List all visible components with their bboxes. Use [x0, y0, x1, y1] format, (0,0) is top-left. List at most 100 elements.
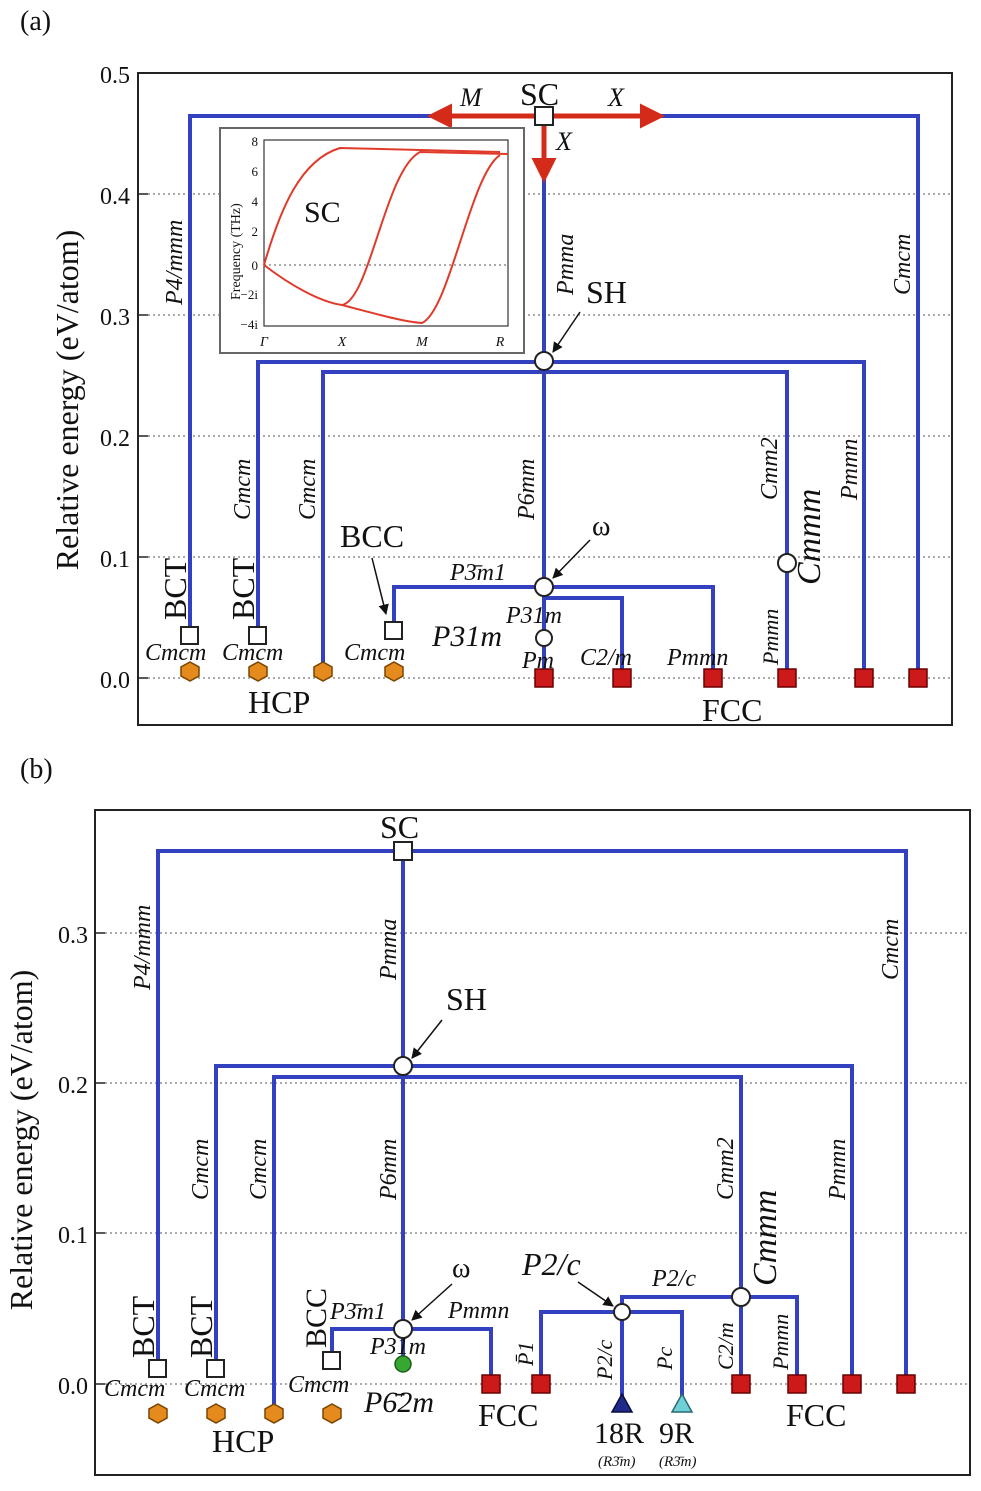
arrow-label-m: M [459, 83, 483, 112]
cmcm-label: Cmcm [145, 640, 206, 666]
path-label: Cmm2 [713, 1137, 739, 1200]
y-tick-label: 0.1 [58, 1223, 88, 1249]
p3m1-label: P3̄m1 [329, 1299, 386, 1325]
p2c-big-label: P2/c [521, 1246, 581, 1282]
vertical-labels-a: P4/mmm Cmcm Cmcm Pmma P6mm Cmm2 Pmmn Pmm… [162, 220, 916, 666]
path-label: Cmcm [246, 1139, 272, 1200]
pmmn-label: Pmmn [447, 1298, 509, 1324]
hcp-marker [322, 1403, 342, 1424]
y-tick-label: 0.1 [100, 547, 130, 573]
panel-a-label: (a) [20, 6, 51, 37]
bct-marker [148, 1359, 167, 1378]
path-label: Pmmn [758, 609, 783, 666]
fcc-marker [534, 668, 554, 688]
pm-label: Pm [521, 648, 554, 674]
path-label: Pmma [376, 919, 402, 981]
bct-marker [248, 626, 267, 645]
sh-label: SH [586, 274, 627, 310]
y-tick-label: 0.5 [100, 63, 130, 89]
inset-y-tick: 0 [252, 258, 259, 273]
fcc-marker [854, 668, 874, 688]
r18-marker [610, 1392, 634, 1413]
hcp-marker [148, 1403, 168, 1424]
hcp-marker [264, 1403, 284, 1424]
cmmm-marker [731, 1287, 751, 1307]
r18-label: 18R [594, 1417, 644, 1450]
bct-label: BCT [183, 1295, 219, 1358]
inset-x-tick: M [415, 335, 429, 350]
bcc-marker [384, 621, 403, 640]
fcc-label: FCC [702, 692, 762, 728]
fcc-marker [703, 668, 723, 688]
sh-label: SH [446, 981, 487, 1017]
r9-label: 9R [659, 1417, 694, 1450]
inset-y-tick: 8 [252, 134, 259, 149]
fcc-marker [896, 1374, 916, 1394]
fcc-marker [842, 1374, 862, 1394]
omega-marker [393, 1319, 413, 1339]
p1-label: P̄1 [513, 1342, 538, 1367]
cmmm-marker [777, 553, 797, 573]
fcc-marker [777, 668, 797, 688]
path-label: Pmma [553, 234, 579, 296]
hcp-marker [248, 661, 268, 682]
omega-label: ω [452, 1253, 470, 1284]
p62m-marker [394, 1355, 412, 1373]
path-label: P6mm [514, 459, 540, 521]
y-tick-label: 0.2 [58, 1073, 88, 1099]
sh-marker [393, 1056, 413, 1076]
cmmm-label: Cmmm [747, 1190, 784, 1286]
node-labels-b: SC SH ω BCC BCT BCT HCP FCC FCC Cmmm P3̄… [104, 809, 846, 1470]
y-tick-label: 0.0 [100, 668, 130, 694]
fcc-marker [787, 1374, 807, 1394]
bct-label: BCT [125, 1295, 161, 1358]
y-axis-a: 0.5 0.4 0.3 0.2 0.1 0.0 Relative energy … [49, 63, 148, 694]
inset-dispersion: 8 6 4 2 0 −2i −4i Frequency (THz) Γ X M … [219, 127, 525, 354]
fcc-marker [481, 1374, 501, 1394]
path-label: Cmcm [230, 459, 256, 520]
path-label: Cmcm [295, 459, 321, 520]
pmmn-label: Pmmn [666, 645, 728, 671]
inset-y-tick: 4 [252, 194, 259, 209]
markers-b [148, 841, 916, 1424]
p31m-label: P31m [369, 1334, 426, 1360]
fcc-marker [908, 668, 928, 688]
cmmm-label: Cmmm [791, 489, 828, 585]
node-labels-a: SC SH ω BCC BCT BCT HCP FCC Cmmm P31m P3… [145, 76, 828, 728]
y-tick-label: 0.2 [100, 426, 130, 452]
inset-y-tick: 2 [252, 224, 259, 239]
bcc-marker [322, 1351, 341, 1370]
c2m-label: C2/m [713, 1322, 738, 1370]
pathways-b [156, 849, 908, 1405]
y-tick-label: 0.3 [100, 305, 130, 331]
bcc-label: BCC [300, 1288, 333, 1348]
path-label: Pmmn [825, 1139, 851, 1201]
bct-marker [206, 1359, 225, 1378]
bcc-label: BCC [340, 518, 404, 554]
y-tick-label: 0.3 [58, 923, 88, 949]
inset-x-tick: X [337, 335, 347, 350]
path-label: Cmcm [878, 919, 904, 980]
path-label: Pmmn [837, 439, 863, 501]
fcc-label: FCC [786, 1397, 846, 1433]
inset-y-tick: 6 [252, 164, 259, 179]
path-label: P6mm [376, 1139, 402, 1201]
hcp-label: HCP [248, 684, 310, 720]
p2c-marker [613, 1303, 631, 1321]
arrow-label-x: X [555, 127, 573, 156]
y-axis-b: 0.3 0.2 0.1 0.0 Relative energy (eV/atom… [3, 923, 105, 1400]
inset-y-label: Frequency (THz) [229, 203, 244, 300]
sc-marker [534, 106, 554, 126]
panel-a: (a) 0.5 0.4 0.3 0.2 0.1 0.0 Relative ene… [20, 6, 953, 728]
sh-marker [534, 351, 554, 371]
inset-x-tick: Γ [259, 335, 269, 350]
panel-b-label: (b) [20, 754, 53, 785]
p31m-marker [535, 629, 553, 647]
hcp-marker [206, 1403, 226, 1424]
cmcm-label: Cmcm [288, 1372, 349, 1398]
plot-frame-a [137, 72, 953, 726]
hcp-marker [180, 661, 200, 682]
path-label: P4/mmm [162, 220, 188, 306]
plot-frame-b [94, 809, 971, 1476]
